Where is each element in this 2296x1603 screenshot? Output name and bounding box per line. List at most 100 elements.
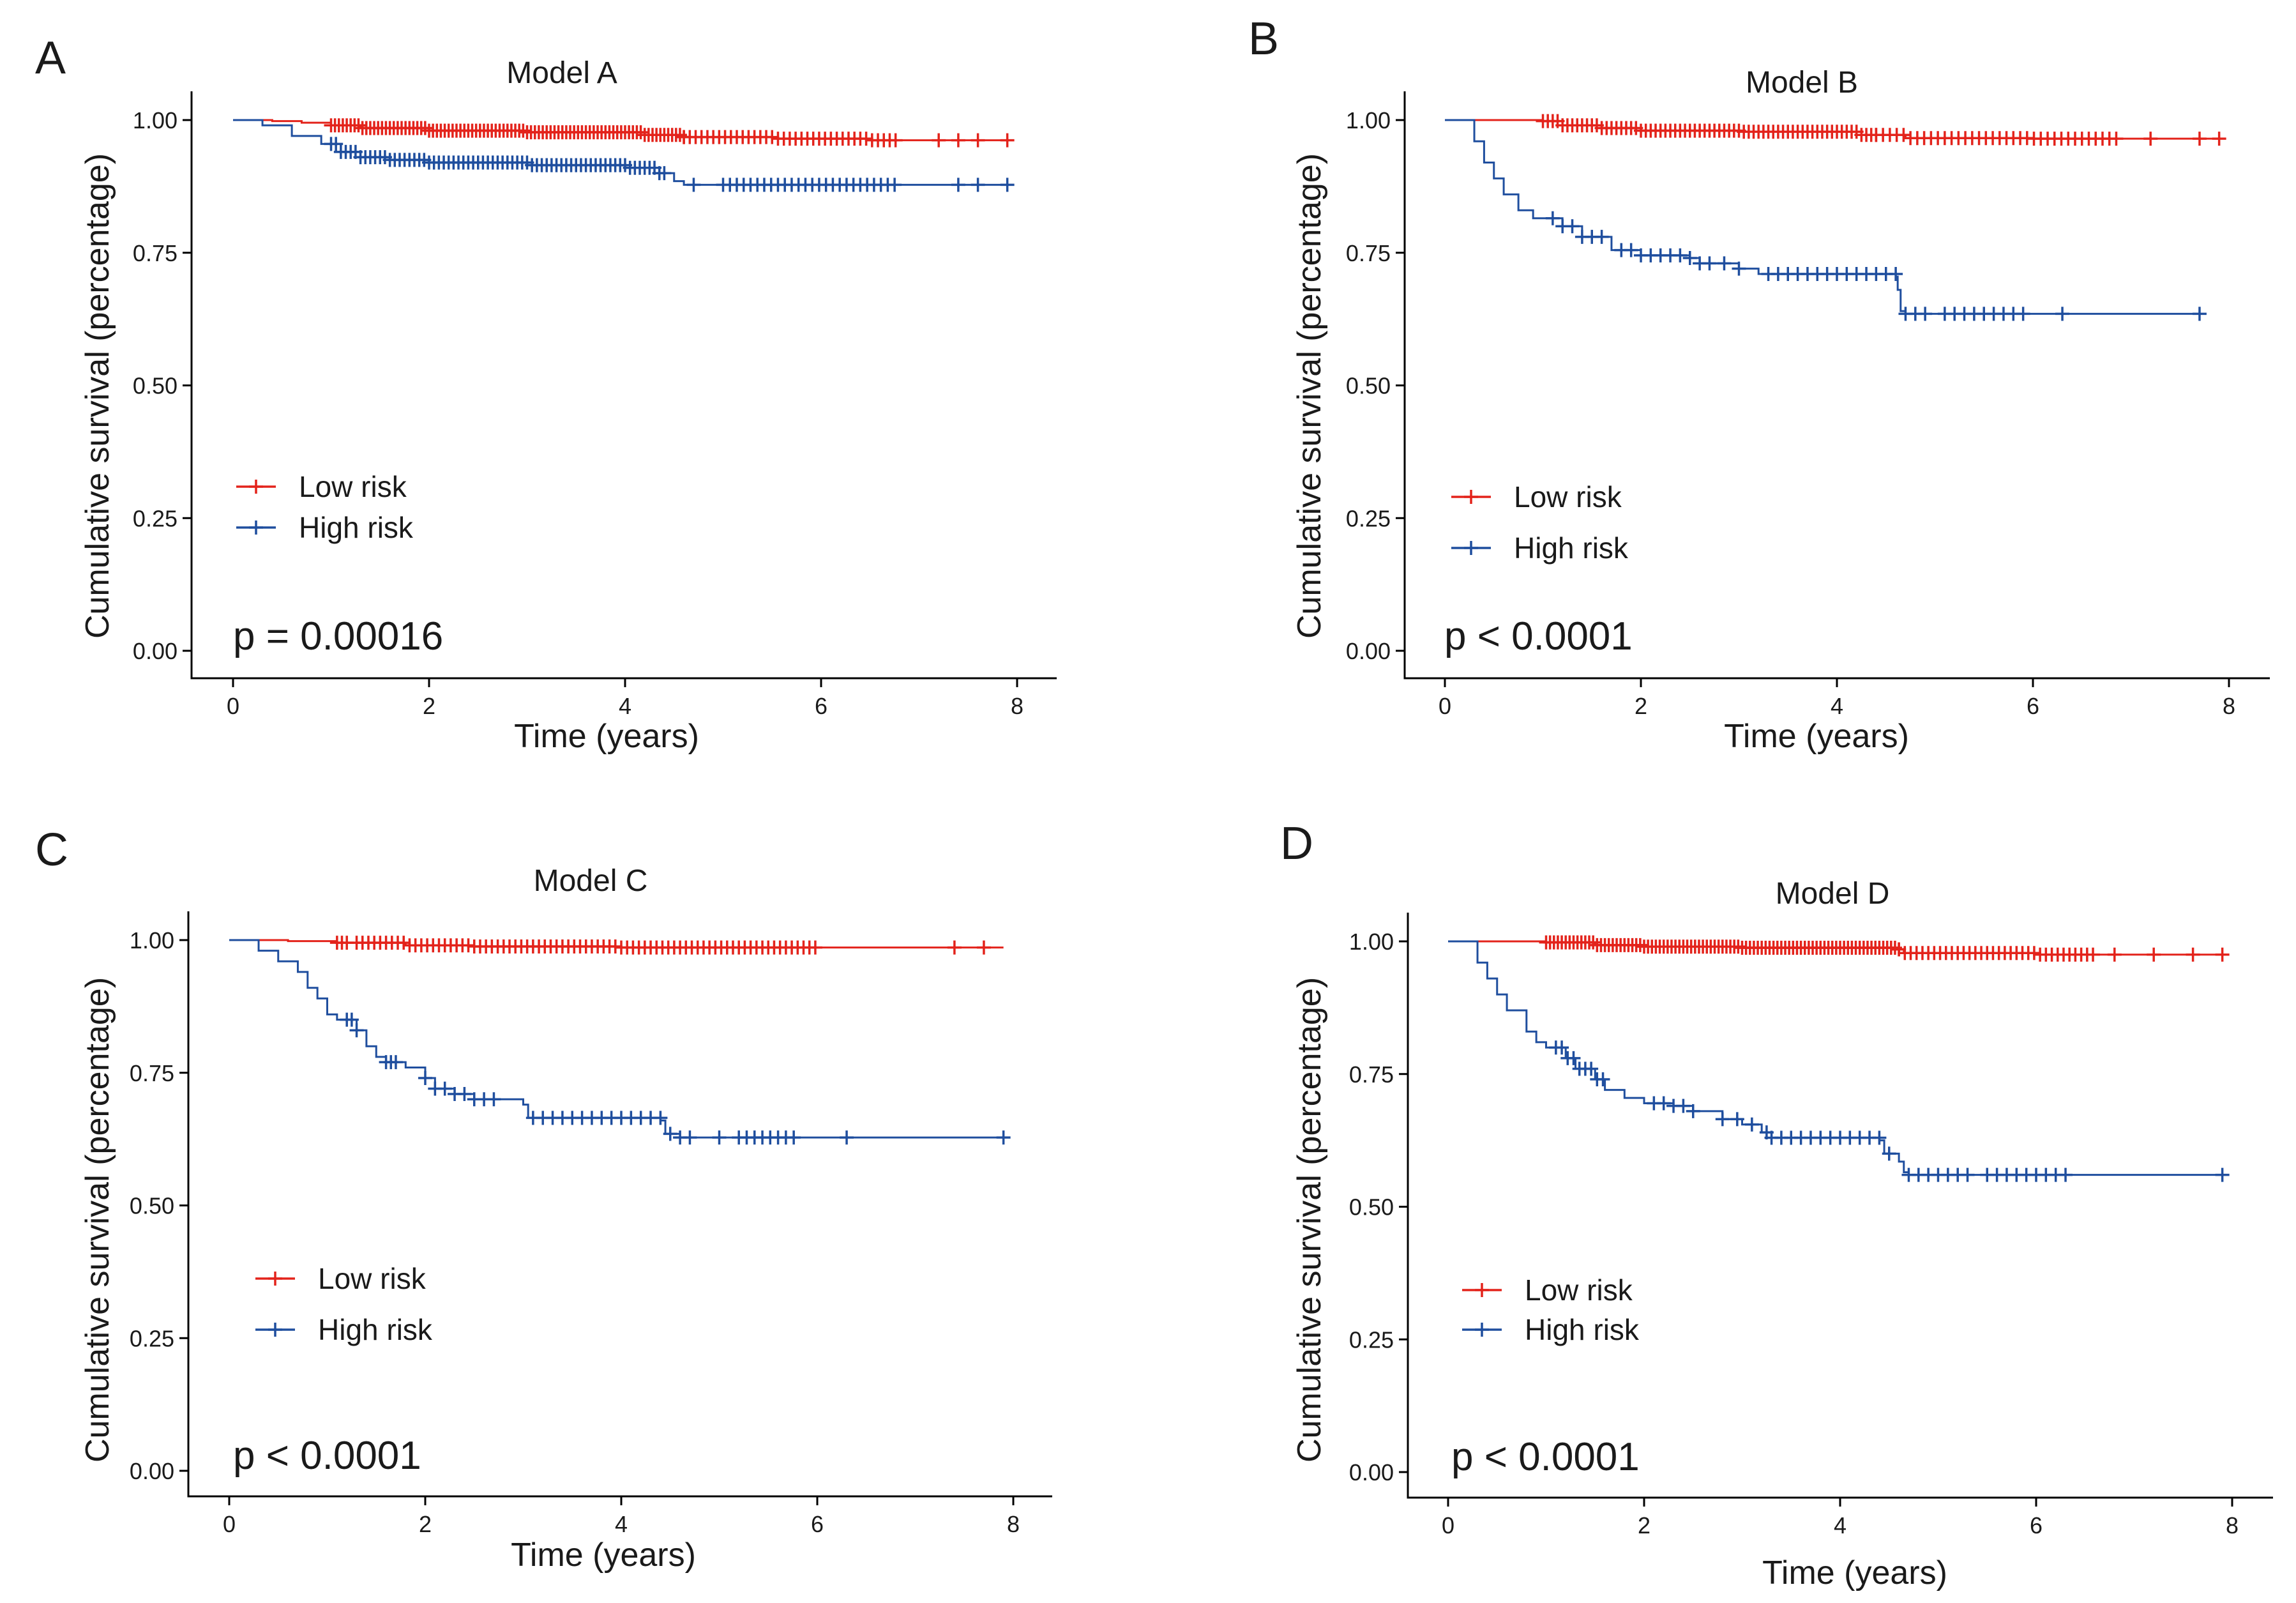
censor-mark bbox=[887, 178, 902, 192]
legend-marker bbox=[268, 1323, 282, 1337]
y-tick-label: 0.75 bbox=[130, 1060, 174, 1086]
censor-mark bbox=[388, 1055, 403, 1070]
legend: Low risk High risk bbox=[236, 470, 414, 544]
survival-curve bbox=[229, 939, 1004, 1139]
censor-mark bbox=[808, 940, 822, 955]
y-tick-label: 0.25 bbox=[133, 505, 177, 531]
censor-mark bbox=[1882, 1146, 1896, 1161]
x-tick-label: 0 bbox=[223, 1511, 236, 1537]
censor-mark bbox=[932, 133, 946, 148]
censor-mark bbox=[2215, 947, 2230, 962]
censor-mark bbox=[1918, 307, 1933, 321]
survival-curve bbox=[1445, 119, 2200, 315]
legend-label: Low risk bbox=[1514, 480, 1622, 513]
chart-title: Model A bbox=[506, 56, 617, 90]
series-high-risk bbox=[233, 119, 1015, 192]
censor-mark bbox=[2107, 947, 2122, 962]
y-tick-label: 0.75 bbox=[1349, 1061, 1394, 1088]
series-high-risk bbox=[1448, 940, 2230, 1182]
censor-mark bbox=[2143, 132, 2158, 146]
panel-letter: B bbox=[1248, 13, 1279, 65]
legend-marker bbox=[1464, 490, 1478, 504]
censor-mark bbox=[2086, 947, 2101, 962]
axis-lines bbox=[187, 911, 1052, 1498]
x-tick-label: 8 bbox=[2223, 693, 2235, 719]
censor-mark bbox=[1676, 1098, 1691, 1113]
y-tick-label: 0.00 bbox=[1349, 1459, 1394, 1485]
y-tick-label: 1.00 bbox=[133, 107, 177, 133]
series-high-risk bbox=[229, 939, 1011, 1145]
legend-label: High risk bbox=[1525, 1313, 1640, 1346]
legend-marker bbox=[249, 520, 263, 535]
p-value: p < 0.0001 bbox=[233, 1434, 421, 1478]
y-tick-label: 0.50 bbox=[1346, 373, 1391, 399]
censor-mark bbox=[1717, 256, 1732, 271]
y-tick-label: 0.00 bbox=[133, 638, 177, 664]
legend-marker bbox=[1475, 1323, 1489, 1337]
panel-b: B Model B 0.00 0.25 0.50 0.75 1.00 0 2 4 6 8 Time (y… bbox=[1248, 13, 2270, 755]
series-low-risk bbox=[1448, 935, 2230, 962]
censor-mark bbox=[437, 1081, 452, 1096]
censor-mark bbox=[1896, 128, 1911, 142]
censor-mark bbox=[971, 133, 985, 148]
x-tick-label: 0 bbox=[227, 693, 239, 719]
series-low-risk bbox=[1445, 114, 2226, 146]
axis-lines bbox=[190, 91, 1057, 680]
censor-mark bbox=[787, 1130, 801, 1145]
censor-mark bbox=[2186, 947, 2200, 962]
series-low-risk bbox=[233, 118, 1015, 148]
x-axis-label: Time (years) bbox=[1724, 718, 1909, 755]
censor-mark bbox=[663, 1127, 677, 1141]
legend-label: High risk bbox=[1514, 531, 1629, 565]
legend: Low risk High risk bbox=[1462, 1273, 1640, 1346]
y-axis-label: Cumulative survival (percentage) bbox=[79, 153, 116, 639]
series-low-risk bbox=[229, 936, 1004, 955]
y-tick-label: 1.00 bbox=[1349, 929, 1394, 955]
censor-mark bbox=[1673, 248, 1688, 262]
censor-mark bbox=[1000, 133, 1015, 148]
censor-mark bbox=[1545, 211, 1560, 225]
x-tick-label: 4 bbox=[619, 693, 631, 719]
x-tick-label: 2 bbox=[423, 693, 435, 719]
x-tick-label: 6 bbox=[2030, 1512, 2043, 1538]
chart-title: Model C bbox=[534, 864, 648, 898]
y-tick-label: 0.25 bbox=[130, 1325, 174, 1351]
axis-lines bbox=[1407, 913, 2273, 1499]
censor-mark bbox=[418, 1071, 432, 1086]
y-tick-label: 1.00 bbox=[130, 927, 174, 953]
p-value: p < 0.0001 bbox=[1444, 614, 1633, 658]
censor-mark bbox=[888, 133, 903, 148]
censor-mark bbox=[951, 178, 965, 192]
censor-mark bbox=[1872, 1130, 1887, 1145]
x-axis-label: Time (years) bbox=[511, 1537, 696, 1574]
x-axis-label: Time (years) bbox=[514, 718, 699, 755]
legend-label: High risk bbox=[318, 1313, 433, 1346]
censor-mark bbox=[2058, 1167, 2073, 1182]
censor-mark bbox=[971, 178, 985, 192]
y-tick-label: 0.75 bbox=[133, 240, 177, 266]
censor-mark bbox=[657, 166, 672, 181]
panel-letter: A bbox=[35, 33, 66, 84]
x-tick-label: 8 bbox=[2226, 1512, 2239, 1538]
censor-mark bbox=[947, 940, 962, 955]
y-tick-label: 0.50 bbox=[1349, 1194, 1394, 1220]
censor-mark bbox=[2212, 132, 2226, 146]
survival-curve bbox=[1448, 940, 2223, 1176]
x-tick-label: 6 bbox=[815, 693, 827, 719]
series-high-risk bbox=[1445, 119, 2207, 321]
censor-mark bbox=[1565, 219, 1580, 234]
legend-marker bbox=[249, 480, 263, 494]
legend-label: Low risk bbox=[318, 1262, 427, 1295]
x-tick-label: 2 bbox=[1638, 1512, 1650, 1538]
censor-mark bbox=[457, 1086, 472, 1101]
y-tick-label: 0.25 bbox=[1349, 1326, 1394, 1353]
p-value: p = 0.00016 bbox=[233, 614, 443, 658]
x-tick-label: 2 bbox=[1635, 693, 1647, 719]
y-tick-label: 0.50 bbox=[130, 1193, 174, 1219]
x-tick-label: 8 bbox=[1011, 693, 1023, 719]
censor-mark bbox=[976, 940, 991, 955]
censor-mark bbox=[1732, 261, 1746, 276]
axis-lines bbox=[1403, 91, 2270, 680]
panel-d: D Model D 0.00 0.25 0.50 0.75 1.00 0 2 4 6 8 Time (y… bbox=[1280, 818, 2273, 1592]
